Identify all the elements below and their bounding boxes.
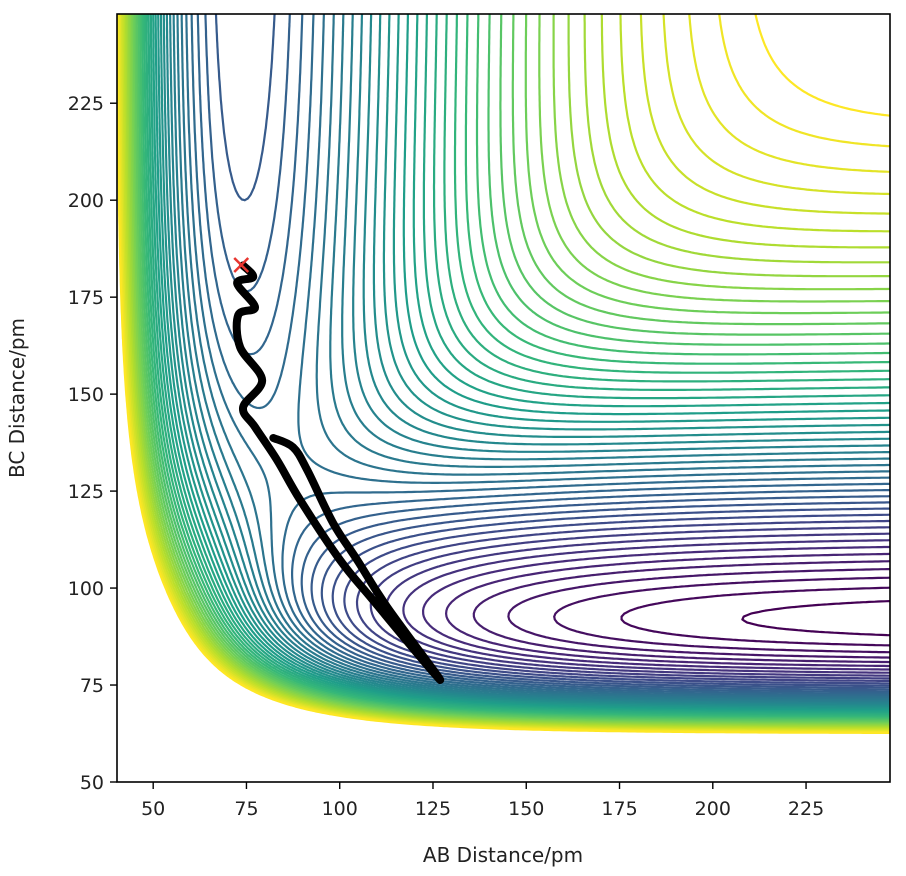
y-axis: 50 75 100 125 150 175 200 225	[68, 93, 117, 794]
contour-level	[204, 14, 890, 693]
contour-level	[159, 14, 890, 709]
contour-level	[190, 14, 890, 697]
y-tick-label: 150	[68, 384, 104, 406]
y-tick-label: 75	[80, 675, 104, 697]
x-tick-label: 200	[695, 798, 731, 820]
contour-level	[553, 576, 890, 654]
contour-level	[422, 545, 890, 671]
x-tick-label: 225	[788, 798, 824, 820]
contour-level	[214, 14, 890, 691]
x-tick-label: 150	[508, 798, 544, 820]
contour-level	[157, 14, 890, 711]
contour-level	[180, 14, 890, 700]
contour-level	[152, 14, 890, 713]
x-tick-label: 175	[601, 798, 637, 820]
contour-level	[741, 600, 890, 637]
contour-level	[162, 14, 890, 708]
contour-level	[445, 552, 890, 668]
contour-level	[343, 513, 890, 685]
contour-level	[507, 568, 890, 659]
contour-level	[355, 519, 890, 682]
contour-level	[169, 14, 890, 705]
y-tick-label: 225	[68, 93, 104, 115]
contour-level	[143, 14, 890, 718]
x-tick-label: 100	[322, 798, 358, 820]
x-tick-label: 50	[141, 798, 165, 820]
y-axis-label: BC Distance/pm	[5, 318, 29, 478]
y-tick-label: 50	[80, 772, 104, 794]
x-axis-label: AB Distance/pm	[423, 843, 583, 867]
x-tick-label: 75	[234, 798, 258, 820]
y-tick-label: 200	[68, 190, 104, 212]
contour-level	[185, 14, 890, 699]
x-axis: 50 75 100 125 150 175 200 225	[141, 782, 824, 820]
y-tick-label: 175	[68, 287, 104, 309]
contour-level	[176, 14, 890, 702]
y-tick-label: 125	[68, 481, 104, 503]
contour-level	[145, 14, 890, 717]
contour-level	[154, 14, 890, 712]
contour-level	[472, 560, 890, 664]
start-marker-x-icon	[233, 257, 250, 273]
y-tick-label: 100	[68, 578, 104, 600]
contour-level	[149, 14, 890, 714]
contour-level	[402, 539, 890, 674]
contour-level	[620, 586, 890, 647]
contour-level	[165, 14, 890, 706]
contour-level	[172, 14, 890, 703]
contour-lines	[117, 14, 890, 734]
trajectory-line	[232, 261, 445, 684]
x-tick-label: 125	[415, 798, 451, 820]
plot-frame	[116, 13, 891, 783]
trajectory-layer	[232, 257, 445, 684]
contour-level	[331, 507, 890, 687]
